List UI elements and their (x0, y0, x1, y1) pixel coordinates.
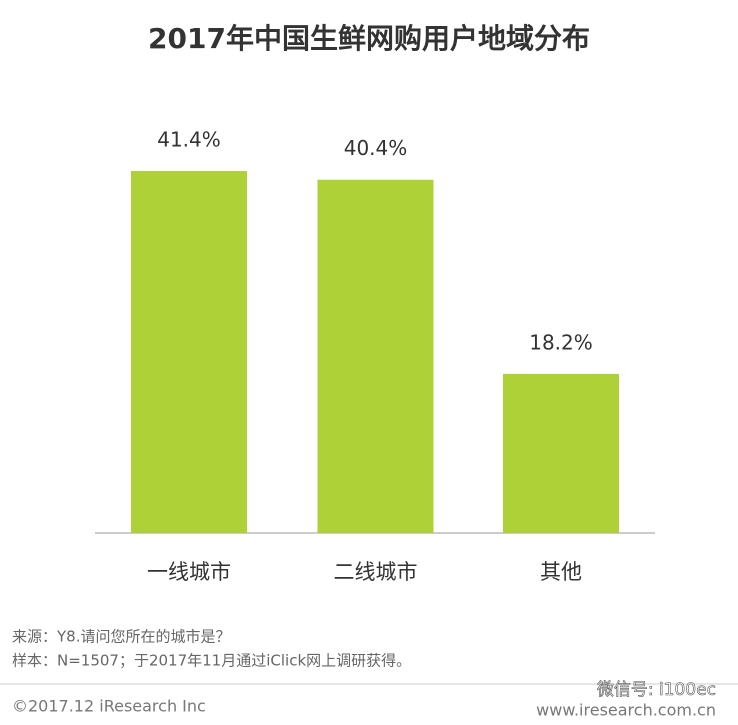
bar (503, 373, 619, 533)
value-label: 18.2% (529, 330, 593, 354)
x-tick-label: 其他 (540, 560, 582, 584)
sample-note: 样本：N=1507；于2017年11月通过iClick网上调研获得。 (12, 652, 411, 670)
bar (317, 179, 434, 533)
value-label: 40.4% (344, 136, 408, 160)
x-tick-label: 一线城市 (147, 560, 231, 584)
bar (131, 171, 247, 533)
watermark: 微信号: i100ec (597, 680, 716, 700)
x-tick-label: 二线城市 (334, 560, 418, 584)
chart-title: 2017年中国生鲜网购用户地域分布 (148, 22, 590, 55)
website: www.iresearch.com.cn (536, 701, 716, 720)
copyright: ©2017.12 iResearch Inc (12, 697, 206, 716)
source-note: 来源：Y8.请问您所在的城市是？ (12, 628, 230, 646)
value-label: 41.4% (157, 128, 221, 152)
